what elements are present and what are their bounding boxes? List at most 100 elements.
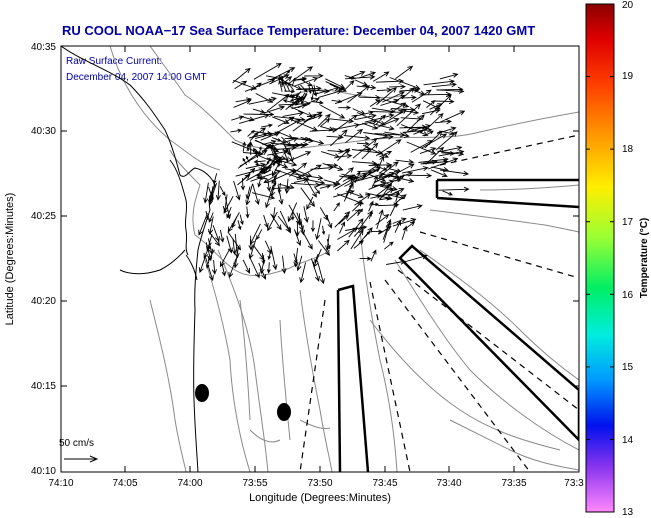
current-vector: [346, 208, 361, 222]
colorbar-tick-label: 13: [622, 507, 634, 518]
current-vector: [337, 239, 350, 252]
current-subtitle-line1: Raw Surface Current:: [66, 56, 162, 67]
x-tick-label: 74:10: [48, 478, 73, 489]
current-vector: [320, 104, 346, 119]
current-vector: [273, 150, 280, 164]
current-vector: [249, 132, 259, 142]
current-vector: [325, 78, 346, 89]
current-vector: [326, 134, 344, 140]
current-vector: [252, 244, 265, 261]
colorbar-tick-label: 20: [622, 0, 634, 11]
current-vector: [273, 115, 306, 122]
current-vector: [205, 242, 213, 262]
current-vector: [270, 174, 278, 198]
current-vector: [273, 177, 277, 187]
current-vector: [424, 130, 443, 149]
current-vector: [319, 207, 329, 221]
current-vector: [271, 175, 277, 185]
current-vector: [436, 88, 465, 94]
current-vector: [421, 108, 441, 115]
colorbar-tick-label: 16: [622, 290, 634, 301]
current-vector: [406, 114, 425, 132]
current-vector: [437, 150, 465, 157]
x-tick-label: 73:40: [436, 478, 461, 489]
coastline: [61, 46, 216, 472]
current-vector: [317, 182, 339, 188]
current-vector: [420, 159, 449, 165]
x-tick-label: 73:35: [501, 478, 526, 489]
current-vector: [267, 131, 279, 136]
current-vector: [288, 105, 313, 117]
current-vector: [293, 177, 310, 184]
current-vector: [431, 82, 457, 88]
current-vector: [198, 213, 208, 236]
current-vector: [300, 84, 308, 93]
current-vector: [310, 258, 320, 282]
current-vector: [231, 238, 237, 256]
current-vector: [435, 131, 458, 151]
current-vector: [219, 229, 225, 243]
current-vector: [228, 258, 237, 279]
current-vector: [284, 151, 312, 164]
current-vector: [368, 209, 373, 220]
current-vector: [230, 128, 243, 133]
current-vector: [375, 117, 400, 129]
current-vector: [287, 82, 295, 91]
current-vector: [368, 181, 387, 190]
current-vector: [329, 118, 355, 124]
current-vector: [205, 210, 210, 221]
current-vector: [439, 169, 470, 177]
current-vector: [394, 220, 401, 233]
current-vector: [212, 173, 218, 185]
current-vector: [258, 146, 262, 154]
current-vector: [339, 174, 354, 180]
current-vector: [245, 184, 253, 206]
current-vector: [240, 115, 255, 122]
axis-ticks: [60, 45, 580, 473]
current-vector: [356, 141, 370, 146]
current-vector: [309, 127, 339, 133]
current-vector: [293, 248, 299, 268]
current-vector: [208, 180, 216, 203]
current-vector: [337, 148, 351, 162]
current-vector: [354, 79, 369, 86]
current-vector: [297, 213, 302, 226]
colorbar-tick-label: 18: [622, 144, 634, 155]
current-vector: [376, 191, 401, 197]
current-vector: [248, 235, 254, 251]
current-vector: [339, 221, 346, 234]
current-vector: [243, 111, 275, 118]
current-vector: [226, 235, 233, 254]
current-vector: [399, 124, 428, 130]
current-vector: [376, 87, 393, 93]
current-vector: [334, 211, 351, 228]
current-vector: [396, 103, 421, 127]
current-vector: [233, 245, 240, 269]
current-vector: [370, 229, 383, 234]
current-vector: [291, 173, 324, 181]
current-vector: [295, 76, 307, 81]
current-vector: [263, 214, 269, 229]
current-vector: [248, 255, 260, 279]
y-tick-label: 40:10: [31, 466, 56, 477]
current-vector: [368, 200, 374, 212]
current-vector: [244, 78, 276, 92]
current-vector: [284, 142, 307, 149]
current-vector: [252, 127, 267, 138]
survey-areas: [336, 178, 579, 472]
current-vector: [432, 98, 455, 105]
current-vector: [335, 122, 361, 130]
current-vector: [402, 204, 423, 211]
current-vector: [250, 169, 282, 182]
current-vector: [291, 77, 296, 87]
current-vector: [300, 218, 306, 236]
current-vector: [401, 166, 429, 174]
current-vector: [296, 164, 322, 179]
x-tick-label: 74:00: [177, 478, 202, 489]
current-vector: [284, 94, 294, 99]
current-vector: [258, 262, 267, 280]
current-vector: [358, 71, 377, 79]
current-vector-field: [198, 62, 470, 285]
x-tick-label: 73:50: [307, 478, 332, 489]
current-vector: [320, 151, 341, 159]
